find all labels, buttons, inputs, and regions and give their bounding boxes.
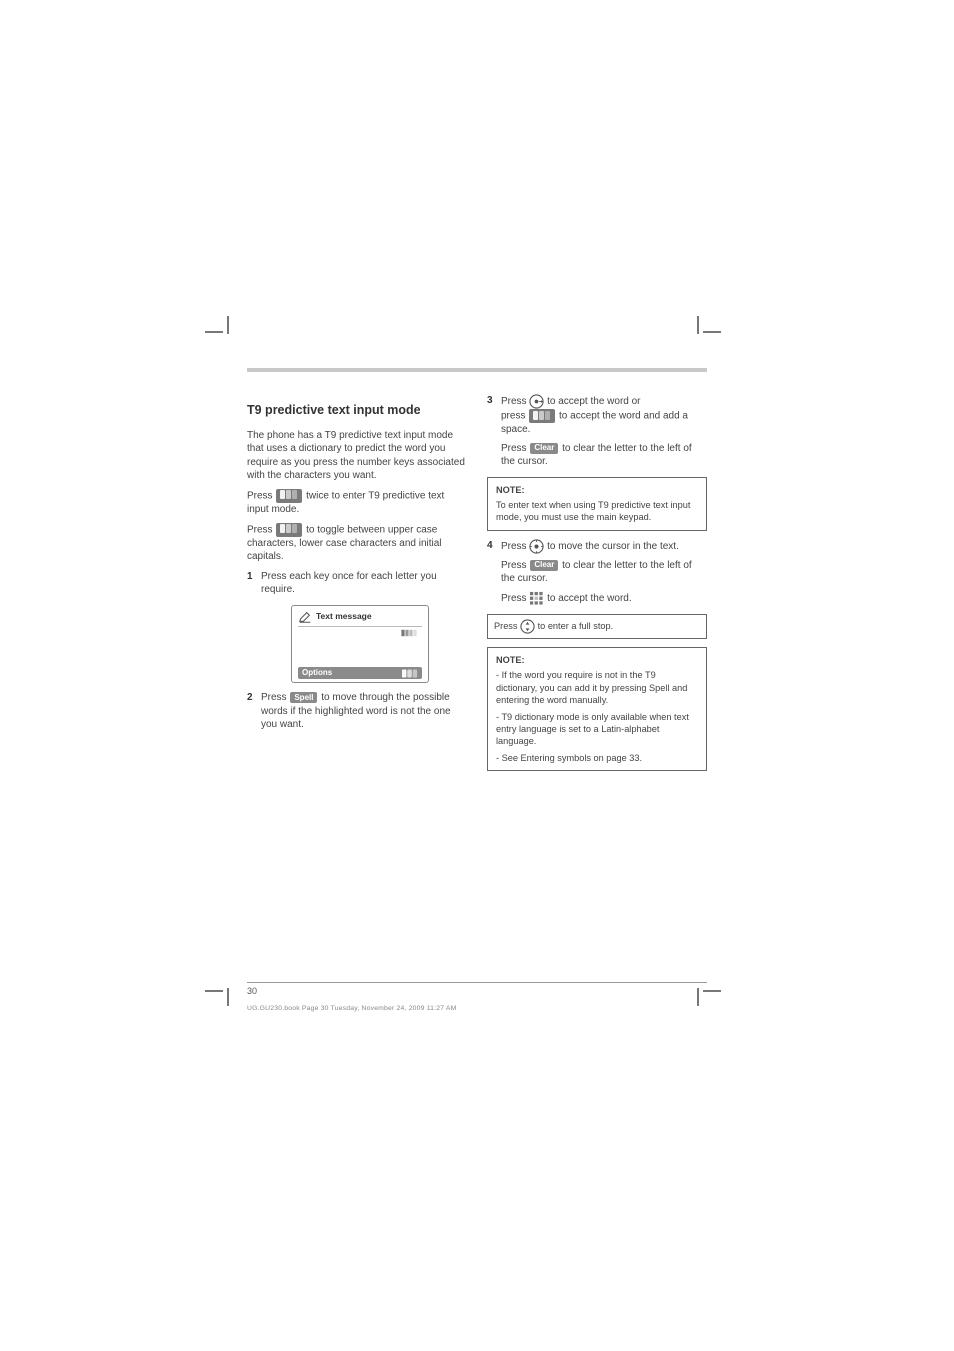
right-column: 3 Press to accept the word or press to a… [487,380,707,779]
text: press [501,411,528,422]
intro-paragraph: The phone has a T9 predictive text input… [247,429,467,483]
screenshot-header: Text message [298,610,422,627]
spell-key: Spell [290,692,317,703]
tip-box: Press to enter a full stop. [487,614,707,639]
t9-key-icon [529,409,555,423]
note-title: NOTE: [496,654,698,666]
step-number: 2 [247,691,261,705]
text: Press [501,593,529,604]
note-line: - See Entering symbols on page 33. [496,752,698,764]
pencil-icon [298,610,312,624]
page-number: 30 [247,986,257,996]
note-body: To enter text when using T9 predictive t… [496,499,698,524]
text: to enter a full stop. [538,621,614,631]
nav-right-icon [529,394,544,409]
note-line: - If the word you require is not in the … [496,669,698,706]
page-root: T9 predictive text input mode The phone … [0,0,954,1351]
step-text: Press each key once for each letter you … [261,570,467,597]
text: Press [501,396,529,407]
phone-screenshot: Text message Options [291,605,429,684]
section-title: T9 predictive text input mode [247,402,467,419]
left-column: T9 predictive text input mode The phone … [247,380,467,779]
note-box-2: NOTE: - If the word you require is not i… [487,647,707,771]
step-3: 3 Press to accept the word or press to a… [487,394,707,469]
nav-updown-icon [520,619,535,634]
note-line: - T9 dictionary mode is only available w… [496,711,698,748]
text: Press [247,524,275,535]
apps-grid-icon [529,591,544,606]
screenshot-body [298,639,422,667]
nav-disc-icon [529,539,544,554]
step-1: 1 Press each key once for each letter yo… [247,570,467,597]
text: to accept the word. [547,593,632,604]
two-column-body: T9 predictive text input mode The phone … [247,380,707,779]
note-box-1: NOTE: To enter text when using T9 predic… [487,477,707,531]
text: Press [501,443,529,454]
text: Press [247,491,275,502]
clear-key: Clear [530,443,558,454]
step-number: 4 [487,539,501,553]
text: to move the cursor in the text. [547,541,679,552]
text: Press [261,692,289,703]
step-number: 1 [247,570,261,584]
t9-key-icon [276,523,302,537]
clear-key: Clear [530,560,558,571]
section-divider [247,368,707,372]
footer-filename: UG.GU230.book Page 30 Tuesday, November … [247,1005,457,1012]
toggle-case-paragraph: Press to toggle between upper case chara… [247,523,467,564]
step-4: 4 Press to move the cursor in the text. … [487,539,707,606]
step-2: 2 Press Spell to move through the possib… [247,691,467,732]
t9-key-icon [276,489,302,503]
softkey-right-t9 [402,669,418,678]
text: Press [501,560,529,571]
text: Press [501,541,529,552]
footer-rule [247,982,707,983]
battery-icon [400,629,422,637]
screenshot-statusbar [298,629,422,639]
text: Press [494,621,520,631]
step-number: 3 [487,394,501,408]
t9-key-icon [402,669,418,678]
note-title: NOTE: [496,484,698,496]
text: to accept the word or [547,396,640,407]
screenshot-softkeys: Options [298,667,422,680]
softkey-left: Options [302,668,332,679]
screenshot-title: Text message [316,611,372,622]
enter-t9-paragraph: Press twice to enter T9 predictive text … [247,489,467,517]
